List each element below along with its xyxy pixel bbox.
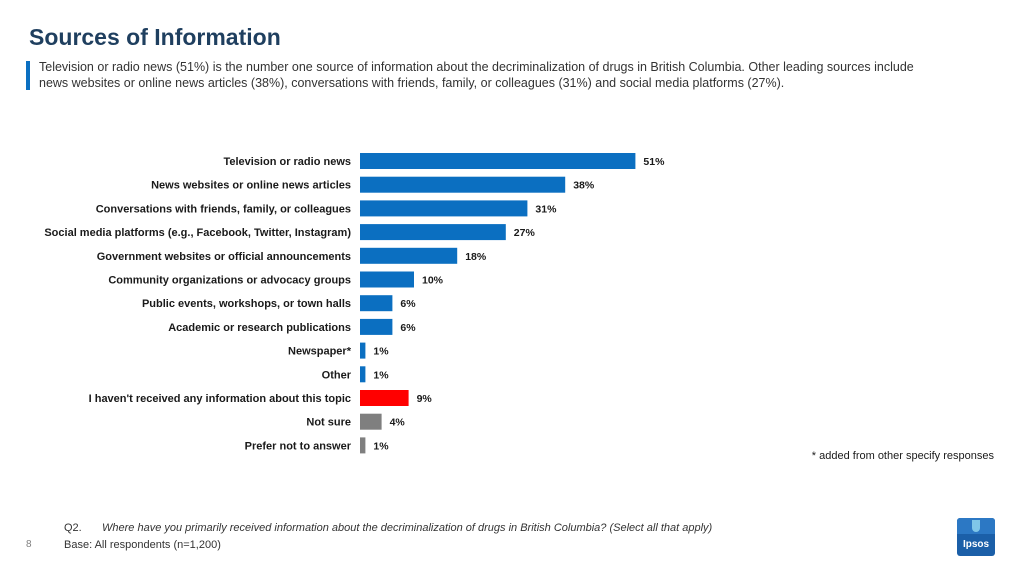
logo-text: Ipsos: [962, 539, 990, 550]
bar: [360, 366, 366, 383]
category-label: I haven't received any information about…: [89, 393, 351, 405]
value-label: 38%: [573, 180, 595, 192]
value-label: 27%: [514, 227, 536, 239]
question-number: Q2.: [64, 522, 82, 534]
value-label: 1%: [373, 440, 389, 452]
accent-bar: [26, 61, 30, 90]
bar: [360, 390, 409, 406]
category-label: Newspaper*: [288, 346, 352, 358]
category-label: Academic or research publications: [168, 322, 351, 334]
category-label: Community organizations or advocacy grou…: [108, 275, 351, 287]
bar: [360, 271, 414, 288]
value-label: 9%: [417, 393, 433, 405]
category-label: Government websites or official announce…: [97, 251, 351, 263]
question-line: Q2. Where have you primarily received inf…: [64, 522, 712, 534]
base-note: Base: All respondents (n=1,200): [64, 539, 221, 551]
value-label: 6%: [400, 298, 416, 310]
bar: [360, 318, 393, 335]
category-label: Public events, workshops, or town halls: [142, 298, 351, 310]
logo-notch-icon: [972, 520, 980, 532]
question-text: Where have you primarily received inform…: [102, 522, 713, 534]
bar: [360, 413, 382, 430]
value-label: 1%: [373, 346, 389, 358]
bar: [360, 224, 506, 241]
category-label: News websites or online news articles: [151, 180, 351, 192]
value-label: 4%: [390, 417, 406, 429]
bar: [360, 342, 366, 359]
bar: [360, 153, 636, 169]
bar-chart: Television or radio news 51% News websites…: [44, 153, 665, 454]
page-title: Sources of Information: [29, 24, 281, 50]
bar: [360, 200, 528, 217]
category-label: Social media platforms (e.g., Facebook, …: [44, 227, 351, 239]
value-label: 51%: [643, 156, 665, 168]
value-label: 6%: [400, 322, 416, 334]
category-label: Other: [322, 369, 352, 381]
page-subtitle: Television or radio news (51%) is the nu…: [39, 60, 914, 90]
category-label: Prefer not to answer: [245, 440, 352, 452]
value-label: 10%: [422, 275, 444, 287]
value-label: 31%: [535, 203, 557, 215]
bar: [360, 295, 393, 312]
value-label: 1%: [373, 369, 389, 381]
bar: [360, 176, 566, 193]
bar: [360, 437, 366, 454]
ipsos-logo: Ipsos: [957, 518, 995, 556]
bar: [360, 247, 458, 264]
category-label: Conversations with friends, family, or c…: [96, 203, 351, 215]
category-label: Not sure: [306, 417, 351, 429]
value-label: 18%: [465, 251, 487, 263]
category-label: Television or radio news: [223, 156, 351, 168]
page-number: 8: [26, 539, 32, 550]
footnote: * added from other specify responses: [811, 450, 994, 462]
